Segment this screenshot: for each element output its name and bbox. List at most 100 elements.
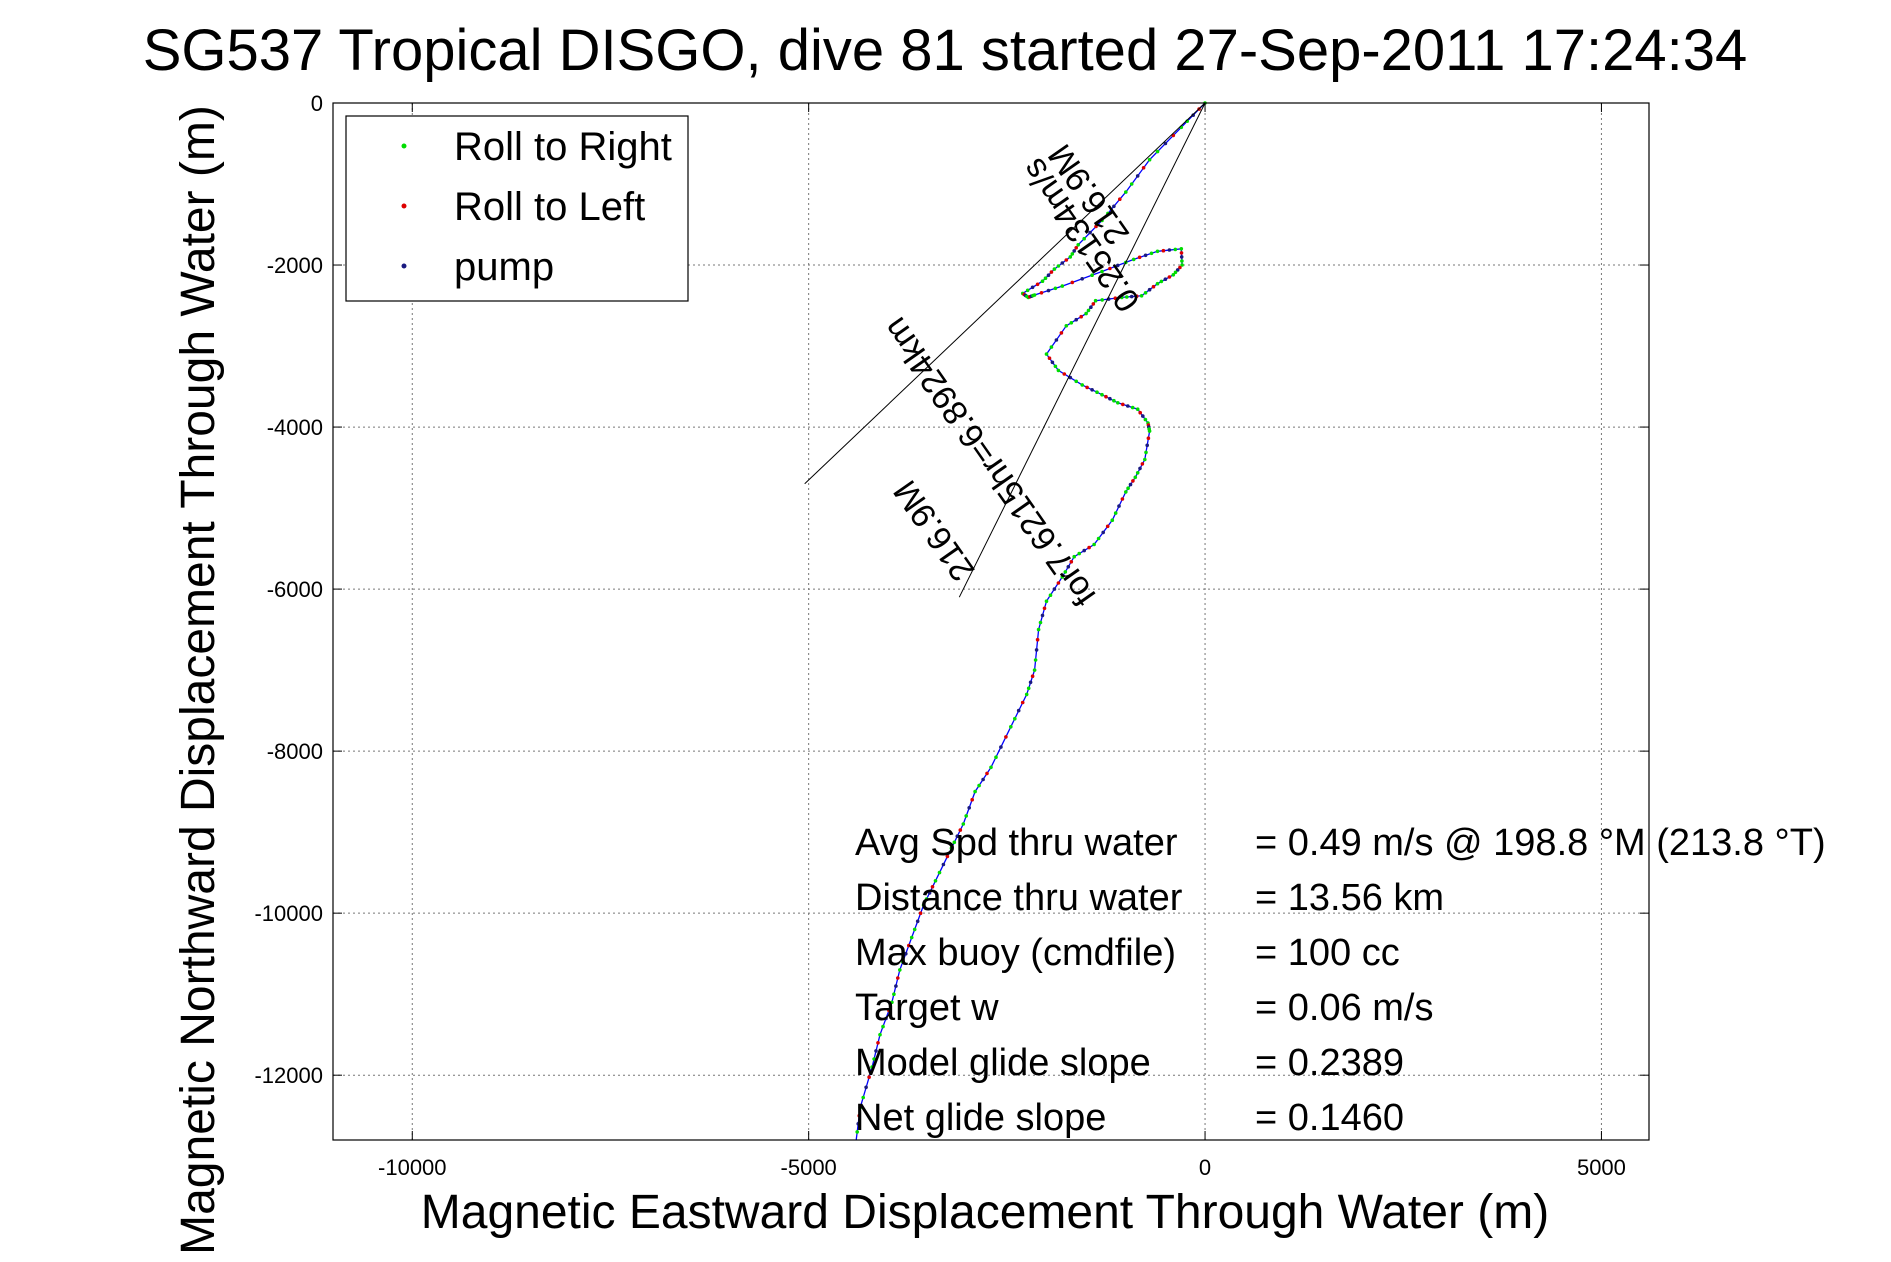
track-marker: [1009, 725, 1013, 729]
track-marker: [1085, 385, 1089, 390]
track-marker: [1117, 504, 1121, 508]
track-marker: [855, 1130, 859, 1134]
track-marker: [1094, 224, 1098, 229]
track-marker: [876, 1041, 880, 1045]
track-marker: [912, 927, 917, 932]
track-marker: [945, 854, 950, 859]
track-marker: [1053, 364, 1058, 369]
track-marker: [1143, 417, 1148, 422]
stat-label: Model glide slope: [855, 1042, 1151, 1084]
track-marker: [1052, 587, 1057, 591]
track-marker: [898, 968, 902, 972]
track-marker: [1025, 288, 1030, 293]
x-tick-label: 0: [1199, 1155, 1211, 1180]
track-marker: [1131, 479, 1135, 483]
track-marker: [958, 828, 963, 832]
track-marker: [915, 919, 920, 924]
track-marker: [1116, 401, 1120, 405]
track-marker: [1090, 388, 1094, 392]
track-marker: [1059, 331, 1064, 335]
track-marker: [1175, 268, 1180, 272]
track-marker: [1030, 674, 1035, 678]
track-marker: [1047, 356, 1052, 361]
stat-label: Net glide slope: [855, 1097, 1106, 1139]
stat-label: Target w: [855, 987, 999, 1029]
track-marker: [1112, 398, 1116, 403]
track-marker: [1100, 218, 1104, 223]
track-marker: [1161, 248, 1166, 253]
track-marker: [1126, 404, 1130, 408]
track-marker: [1143, 253, 1148, 258]
track-marker: [1126, 486, 1130, 491]
track-marker: [1129, 294, 1134, 299]
y-tick-label: -2000: [267, 253, 323, 278]
track-marker: [907, 943, 911, 948]
stat-value: = 13.56 km: [1255, 877, 1444, 919]
track-marker: [856, 1122, 860, 1126]
track-marker: [1034, 648, 1039, 652]
track-marker: [1049, 345, 1054, 349]
y-tick-label: -8000: [267, 739, 323, 764]
track-marker: [1080, 277, 1084, 281]
track-marker: [1089, 305, 1093, 310]
track-marker: [1180, 263, 1184, 267]
track-marker: [1179, 251, 1184, 255]
track-marker: [1038, 620, 1043, 625]
track-marker: [967, 806, 971, 810]
track-marker: [1082, 236, 1086, 241]
glider-track: [855, 102, 1206, 1141]
current-labels: 0.25134m/s216.9Mfor7.6215hr=6.8924km216.…: [876, 137, 1148, 613]
chart-title: SG537 Tropical DISGO, dive 81 started 27…: [143, 18, 1748, 83]
track-marker: [1128, 482, 1133, 487]
track-marker: [904, 951, 908, 956]
legend-marker: [401, 263, 407, 269]
track-marker: [1016, 708, 1021, 713]
track-marker: [1069, 321, 1074, 325]
track-marker: [1072, 554, 1076, 559]
track-marker: [887, 1008, 891, 1013]
heading-lines: [804, 102, 1206, 598]
roll-markers: [855, 101, 1207, 1134]
track-marker: [1093, 298, 1098, 303]
stat-value: = 100 cc: [1255, 932, 1400, 974]
track-marker: [1135, 407, 1140, 412]
track-marker: [1074, 379, 1078, 384]
track-marker: [1129, 182, 1134, 186]
track-marker: [1080, 383, 1084, 387]
track-marker: [1151, 284, 1156, 289]
track-marker: [1147, 429, 1152, 433]
x-tick-label: -10000: [378, 1155, 447, 1180]
track-marker: [857, 1113, 861, 1118]
legend-label: pump: [454, 245, 554, 289]
track-marker: [894, 984, 898, 988]
track-marker: [1145, 443, 1149, 448]
track-marker: [977, 783, 981, 788]
track-marker: [1070, 252, 1075, 256]
track-marker: [1032, 293, 1037, 297]
track-marker: [1124, 190, 1128, 194]
track-marker: [909, 935, 914, 940]
track-marker: [1056, 581, 1061, 585]
track-marker: [973, 789, 977, 794]
track-marker: [1074, 246, 1078, 250]
track-marker: [1090, 273, 1094, 278]
track-marker: [1095, 390, 1099, 395]
track-marker: [892, 992, 896, 996]
track-marker: [1026, 686, 1031, 691]
track-marker: [864, 1085, 868, 1090]
track-marker: [1140, 462, 1145, 466]
track-marker: [1131, 257, 1136, 262]
track-marker: [1050, 360, 1055, 365]
current-label: for7.6215hr=6.8924km: [876, 310, 1104, 613]
track-marker: [924, 897, 929, 901]
track-marker: [1084, 311, 1088, 316]
track-marker: [1113, 511, 1118, 515]
track-line: [855, 102, 1206, 1141]
track-marker: [1042, 606, 1047, 611]
track-marker: [1143, 291, 1148, 295]
track-marker: [1092, 542, 1096, 547]
track-marker: [890, 1000, 894, 1005]
x-tick-label: 5000: [1577, 1155, 1626, 1180]
current-label: 216.9M: [886, 473, 982, 588]
